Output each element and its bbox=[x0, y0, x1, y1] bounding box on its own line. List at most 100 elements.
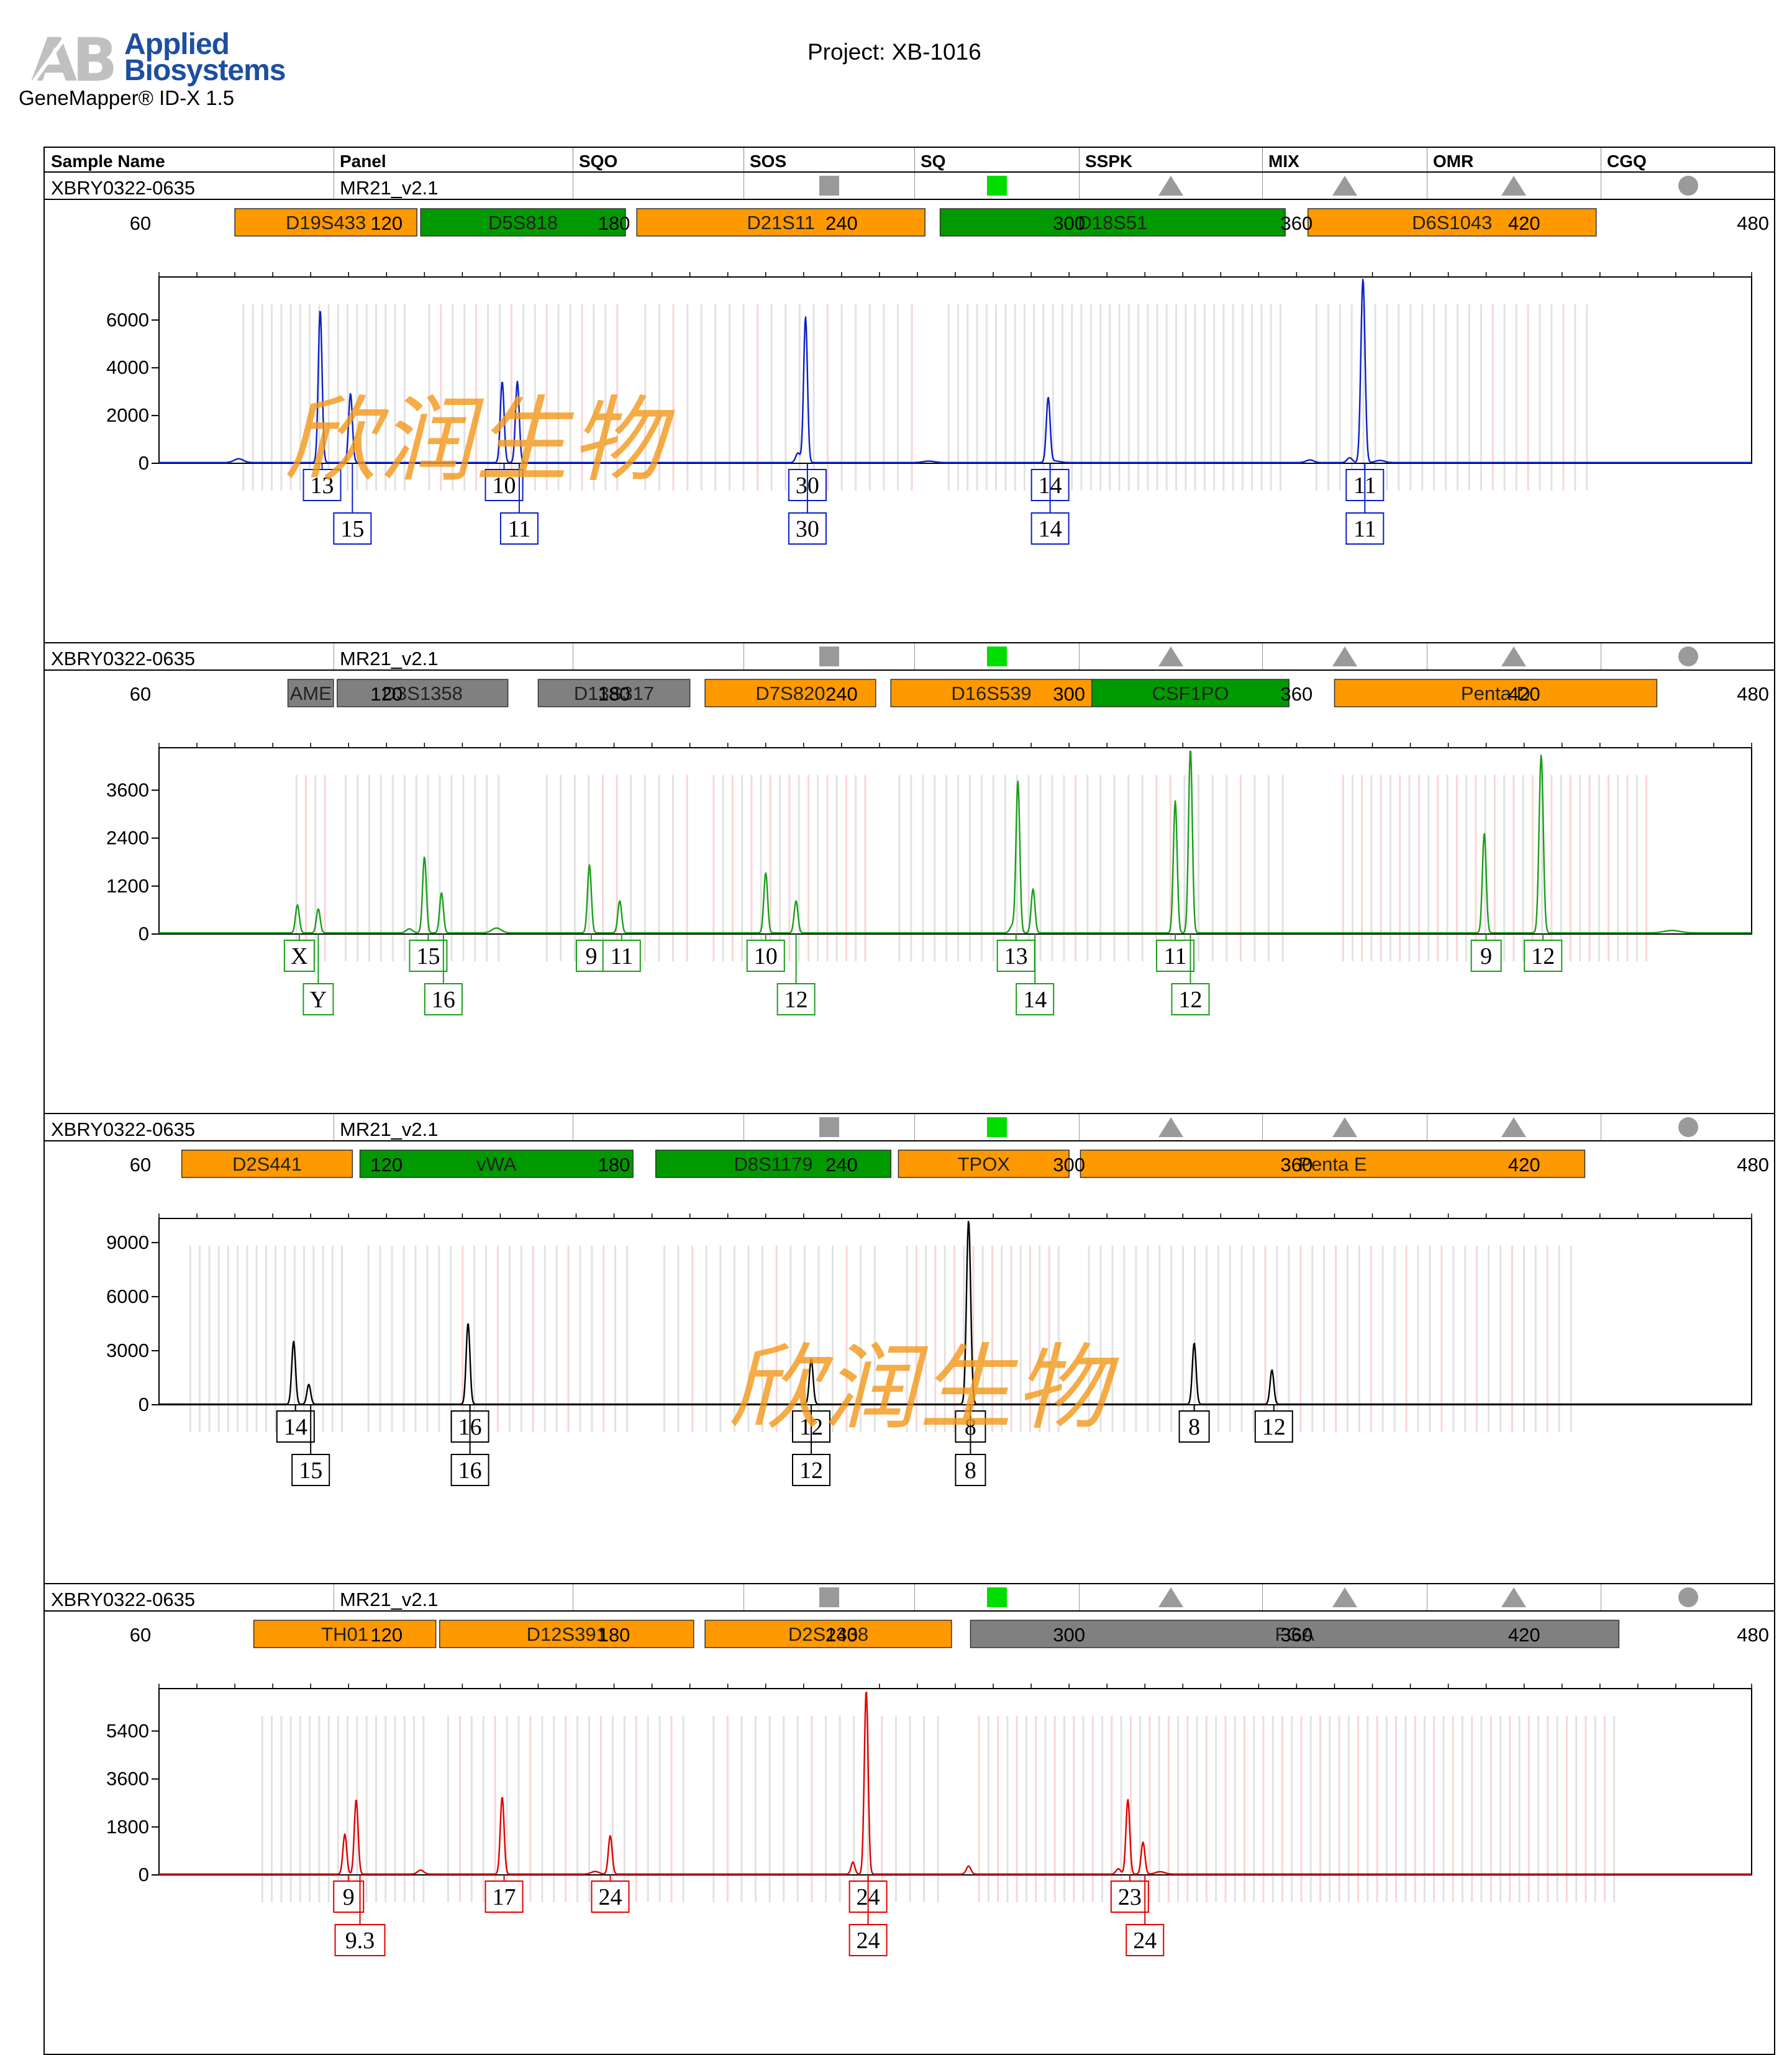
column-header-cgq[interactable]: CGQ bbox=[1607, 152, 1647, 171]
locus-bar[interactable] bbox=[898, 1150, 1070, 1178]
column-header-omr[interactable]: OMR bbox=[1433, 152, 1474, 171]
bin-band bbox=[428, 304, 430, 491]
locus-d2s1338[interactable]: D2S1338 bbox=[704, 1620, 952, 1648]
locus-tpox[interactable]: TPOX bbox=[898, 1150, 1070, 1178]
sample-info-row[interactable]: XBRY0322-0635 MR21_v2.1 bbox=[45, 643, 1774, 671]
locus-bar[interactable] bbox=[181, 1150, 353, 1178]
locus-bar[interactable] bbox=[1334, 679, 1658, 707]
allele-label[interactable]: Y bbox=[302, 934, 334, 1015]
column-header-row: Sample Name Panel SQO SOS SQ SSPK MIX OMR CGQ bbox=[43, 147, 1775, 174]
locus-bar[interactable] bbox=[890, 679, 1093, 707]
column-header-mix[interactable]: MIX bbox=[1268, 152, 1299, 171]
locus-d3s1358[interactable]: D3S1358 bbox=[337, 679, 509, 707]
locus-th01[interactable]: TH01 bbox=[253, 1620, 437, 1648]
column-header-sq[interactable]: SQ bbox=[921, 152, 946, 171]
bin-band bbox=[1139, 1716, 1142, 1902]
allele-label[interactable]: 9 bbox=[1470, 934, 1502, 972]
sample-info-row[interactable]: XBRY0322-0635 MR21_v2.1 bbox=[45, 1114, 1774, 1141]
bin-band bbox=[714, 304, 717, 491]
allele-label[interactable]: 23 bbox=[1110, 1875, 1149, 1913]
allele-label[interactable]: 16 bbox=[424, 934, 463, 1015]
allele-label[interactable]: 12 bbox=[792, 1405, 831, 1486]
sample-info-row[interactable]: XBRY0322-0635 MR21_v2.1 bbox=[45, 1584, 1774, 1612]
allele-label[interactable]: X bbox=[283, 934, 315, 972]
allele-label[interactable]: 24 bbox=[1126, 1875, 1165, 1956]
allele-label[interactable]: 15 bbox=[409, 934, 448, 972]
allele-label[interactable]: 11 bbox=[1156, 934, 1195, 972]
allele-call: 9 bbox=[343, 1884, 355, 1910]
allele-label[interactable]: 9 bbox=[575, 934, 607, 972]
locus-ame[interactable]: AME bbox=[287, 679, 334, 707]
allele-label[interactable]: 14 bbox=[276, 1405, 315, 1443]
locus-bar[interactable] bbox=[939, 208, 1286, 237]
allele-label[interactable]: 30 bbox=[788, 463, 827, 545]
locus-d12s391[interactable]: D12S391 bbox=[439, 1620, 694, 1648]
allele-label[interactable]: 8 bbox=[1178, 1405, 1210, 1443]
allele-label[interactable]: 24 bbox=[591, 1875, 630, 1913]
bin-band bbox=[1515, 304, 1517, 491]
locus-d5s818[interactable]: D5S818 bbox=[420, 208, 626, 237]
column-header-sspk[interactable]: SSPK bbox=[1085, 152, 1133, 171]
allele-label[interactable]: 24 bbox=[848, 1875, 888, 1956]
locus-d16s539[interactable]: D16S539 bbox=[890, 679, 1093, 707]
locus-bar[interactable] bbox=[1080, 1150, 1586, 1178]
allele-label[interactable]: 10 bbox=[484, 463, 524, 501]
allele-label[interactable]: 12 bbox=[1524, 934, 1563, 972]
locus-bar[interactable] bbox=[636, 208, 926, 237]
allele-label[interactable]: 14 bbox=[1016, 934, 1055, 1015]
allele-label[interactable]: 15 bbox=[291, 1405, 330, 1486]
sample-info-row[interactable]: XBRY0322-0635 MR21_v2.1 bbox=[45, 173, 1774, 200]
allele-label[interactable]: 14 bbox=[1030, 463, 1070, 545]
allele-label[interactable]: 15 bbox=[333, 463, 372, 545]
locus-d6s1043[interactable]: D6S1043 bbox=[1307, 208, 1597, 237]
allele-label[interactable]: 8 bbox=[955, 1405, 986, 1486]
allele-label[interactable]: 13 bbox=[302, 463, 342, 501]
allele-label[interactable]: 16 bbox=[450, 1405, 489, 1486]
column-header-sos[interactable]: SOS bbox=[750, 152, 787, 171]
locus-fga[interactable]: FGA bbox=[970, 1620, 1620, 1648]
locus-d19s433[interactable]: D19S433 bbox=[234, 208, 417, 237]
column-header-sample-name[interactable]: Sample Name bbox=[51, 152, 165, 171]
locus-csf1po[interactable]: CSF1PO bbox=[1091, 679, 1289, 707]
allele-label[interactable]: 9 bbox=[333, 1875, 365, 1913]
column-header-sqo[interactable]: SQO bbox=[579, 152, 618, 171]
locus-penta-d[interactable]: Penta D bbox=[1334, 679, 1658, 707]
locus-d8s1179[interactable]: D8S1179 bbox=[655, 1150, 891, 1178]
allele-label[interactable]: 11 bbox=[499, 463, 539, 545]
allele-label[interactable]: 13 bbox=[996, 934, 1035, 972]
allele-label[interactable]: 10 bbox=[746, 934, 785, 972]
locus-d7s820[interactable]: D7S820 bbox=[704, 679, 876, 707]
locus-bar[interactable] bbox=[253, 1620, 437, 1648]
allele-label[interactable]: 12 bbox=[1171, 934, 1210, 1015]
column-header-panel[interactable]: Panel bbox=[340, 152, 386, 171]
locus-bar[interactable] bbox=[970, 1620, 1620, 1648]
locus-bar[interactable] bbox=[1091, 679, 1289, 707]
locus-bar[interactable] bbox=[439, 1620, 694, 1648]
locus-d18s51[interactable]: D18S51 bbox=[939, 208, 1286, 237]
locus-bar[interactable] bbox=[704, 1620, 952, 1648]
locus-bar[interactable] bbox=[1307, 208, 1597, 237]
locus-bar[interactable] bbox=[337, 679, 509, 707]
x-tick-label: 420 bbox=[1508, 1624, 1540, 1646]
bin-band bbox=[1393, 1246, 1396, 1432]
allele-label[interactable]: 12 bbox=[776, 934, 816, 1015]
locus-penta-e[interactable]: Penta E bbox=[1080, 1150, 1586, 1178]
allele-label[interactable]: 9.3 bbox=[334, 1875, 386, 1956]
allele-label[interactable]: 17 bbox=[484, 1875, 524, 1913]
locus-bar[interactable] bbox=[234, 208, 417, 237]
allele-label[interactable]: 11 bbox=[602, 934, 641, 972]
locus-bar[interactable] bbox=[537, 679, 691, 707]
locus-d2s441[interactable]: D2S441 bbox=[181, 1150, 353, 1178]
locus-vwa[interactable]: vWA bbox=[359, 1150, 634, 1178]
bin-band bbox=[728, 304, 730, 491]
allele-label[interactable]: 12 bbox=[1254, 1405, 1293, 1443]
locus-d13s317[interactable]: D13S317 bbox=[537, 679, 691, 707]
locus-bar[interactable] bbox=[704, 679, 876, 707]
locus-bar[interactable] bbox=[287, 679, 334, 707]
bin-band bbox=[1035, 1716, 1037, 1902]
locus-bar[interactable] bbox=[420, 208, 626, 237]
locus-bar[interactable] bbox=[359, 1150, 634, 1178]
locus-bar[interactable] bbox=[655, 1150, 891, 1178]
locus-d21s11[interactable]: D21S11 bbox=[636, 208, 926, 237]
allele-label[interactable]: 11 bbox=[1345, 463, 1385, 545]
